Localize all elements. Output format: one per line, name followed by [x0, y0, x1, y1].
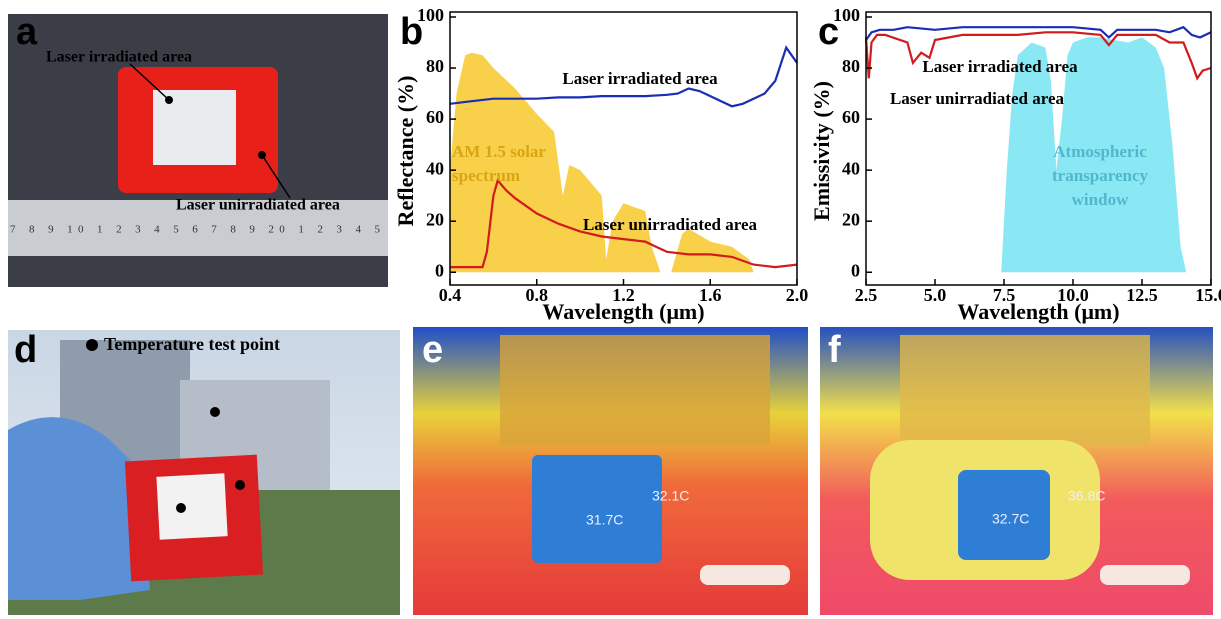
temperature-reading: 31.7C — [586, 512, 623, 528]
x-tick-label: 2.5 — [855, 285, 878, 305]
panel-label: f — [828, 329, 841, 371]
legend-text: Temperature test point — [104, 334, 280, 354]
y-tick-label: 20 — [842, 209, 860, 229]
x-tick-label: 0.4 — [439, 285, 462, 305]
x-axis-title: Wavelength (μm) — [542, 299, 704, 324]
x-axis-title: Wavelength (μm) — [957, 299, 1119, 324]
thermal-e — [413, 327, 808, 615]
x-tick-label: 12.5 — [1126, 285, 1158, 305]
series-label: Laser irradiated area — [530, 67, 750, 91]
y-tick-label: 40 — [842, 158, 860, 178]
series-label: AM 1.5 solar spectrum — [452, 140, 570, 188]
temperature-reading: 32.1C — [652, 488, 689, 504]
y-tick-label: 0 — [435, 260, 444, 280]
thermal-f — [820, 327, 1213, 615]
y-axis-title: Reflectance (%) — [393, 76, 418, 227]
y-tick-label: 20 — [426, 209, 444, 229]
x-tick-label: 5.0 — [924, 285, 947, 305]
photo-d — [8, 330, 400, 615]
y-tick-label: 80 — [842, 56, 860, 76]
y-tick-label: 80 — [426, 56, 444, 76]
series-label: Atmospheric transparency window — [1025, 140, 1175, 212]
temperature-reading: 36.8C — [1068, 488, 1105, 504]
panel-label: b — [400, 11, 423, 53]
annotation: Laser unirradiated area — [176, 197, 340, 214]
panel-label: d — [14, 329, 37, 371]
y-axis-title: Emissivity (%) — [809, 81, 834, 221]
y-tick-label: 40 — [426, 158, 444, 178]
series-label: Laser unirradiated area — [555, 213, 785, 237]
y-tick-label: 0 — [851, 260, 860, 280]
x-tick-label: 2.0 — [786, 285, 809, 305]
series-label: Laser unirradiated area — [862, 87, 1092, 111]
panel-label: c — [818, 11, 839, 53]
x-tick-label: 15.0 — [1195, 285, 1221, 305]
temperature-reading: 32.7C — [992, 511, 1029, 527]
figure: a Laser irradiated area Laser unirradiat… — [0, 0, 1221, 619]
y-tick-label: 60 — [426, 107, 444, 127]
annotation: Laser irradiated area — [46, 49, 192, 66]
series-label: Laser irradiated area — [890, 55, 1110, 79]
y-tick-label: 60 — [842, 107, 860, 127]
panel-label: a — [16, 11, 38, 53]
panel-label: e — [422, 329, 443, 371]
